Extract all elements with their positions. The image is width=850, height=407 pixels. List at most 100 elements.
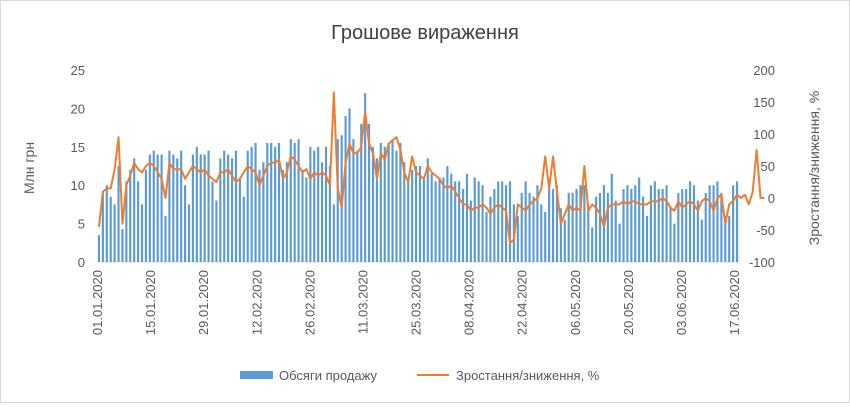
bar — [140, 204, 144, 262]
bar — [215, 200, 218, 262]
bar — [414, 166, 418, 262]
bar — [485, 212, 488, 262]
bar — [712, 185, 715, 262]
bar — [548, 181, 551, 262]
x-tick-label: 01.01.2020 — [90, 270, 105, 335]
left-tick-label: 15 — [71, 140, 85, 155]
bar — [544, 212, 547, 262]
right-tick-label: 200 — [753, 63, 775, 78]
bar — [473, 177, 476, 262]
bar — [184, 185, 187, 262]
bar — [442, 177, 445, 262]
x-tick-label: 11.03.2020 — [355, 270, 370, 334]
right-axis: -100 -50 0 50 100 150 200 — [749, 63, 775, 270]
bar — [144, 169, 148, 262]
bar — [669, 208, 672, 262]
legend-bar-label: Обсяги продажу — [279, 368, 377, 383]
bar — [673, 223, 676, 262]
bar — [321, 162, 324, 262]
bar — [258, 169, 261, 262]
bar — [309, 146, 312, 262]
bar — [195, 146, 198, 262]
left-tick-label: 5 — [78, 217, 85, 232]
bar — [270, 142, 273, 262]
bar — [324, 146, 328, 262]
bar — [587, 204, 590, 262]
bar — [465, 173, 469, 262]
bar — [579, 185, 582, 262]
bar — [622, 189, 625, 262]
bar — [277, 142, 281, 262]
bar — [250, 146, 253, 262]
right-tick-label: -100 — [749, 255, 775, 270]
bar — [422, 177, 425, 262]
bar — [133, 158, 136, 262]
bar — [219, 158, 222, 262]
bar — [211, 181, 214, 262]
bar — [152, 150, 155, 262]
x-tick-label: 17.06.2020 — [727, 270, 742, 335]
bar — [532, 196, 535, 262]
bar — [493, 189, 496, 262]
bar — [180, 150, 183, 262]
bar — [540, 204, 543, 262]
bar — [317, 146, 320, 262]
bar — [246, 150, 249, 262]
bar — [638, 177, 641, 262]
bar — [575, 189, 578, 262]
bar — [418, 166, 422, 262]
bar — [595, 196, 598, 262]
bar — [395, 150, 398, 262]
bar — [430, 173, 433, 262]
left-tick-label: 0 — [78, 255, 85, 270]
bar — [129, 169, 132, 262]
bar — [387, 142, 390, 262]
bar — [634, 185, 637, 262]
bar — [234, 150, 238, 262]
bar — [238, 177, 241, 262]
bar — [367, 123, 371, 262]
bar — [305, 177, 308, 262]
bar — [563, 219, 566, 262]
bar — [520, 192, 523, 262]
bar — [101, 192, 104, 262]
bar — [704, 192, 707, 262]
bar — [716, 181, 719, 262]
bar — [266, 142, 269, 262]
bar — [497, 181, 500, 262]
bar — [645, 215, 649, 262]
bar — [653, 181, 656, 262]
bar — [285, 162, 288, 262]
bar — [732, 185, 735, 262]
bar — [508, 181, 512, 262]
bar — [281, 169, 285, 262]
bar — [383, 146, 386, 262]
bar — [591, 227, 594, 262]
bar — [407, 181, 410, 262]
bar — [379, 142, 382, 262]
bar — [649, 185, 652, 262]
bar — [301, 169, 304, 262]
bar — [199, 154, 202, 262]
bar — [176, 158, 179, 262]
bar — [610, 173, 613, 262]
x-tick-label: 03.06.2020 — [674, 270, 689, 335]
legend-bar-swatch — [240, 371, 273, 379]
bar — [665, 185, 668, 262]
bar — [223, 150, 226, 262]
bar — [293, 142, 296, 262]
left-tick-label: 20 — [71, 101, 85, 116]
bar — [720, 192, 723, 262]
bar — [618, 223, 621, 262]
bar — [454, 181, 457, 262]
x-tick-label: 22.04.2020 — [515, 270, 530, 335]
right-tick-label: 0 — [768, 191, 775, 206]
bar — [681, 189, 684, 262]
right-tick-label: 100 — [753, 127, 775, 142]
bar — [677, 192, 680, 262]
bar — [700, 219, 703, 262]
x-tick-label: 15.01.2020 — [143, 270, 158, 335]
bar — [164, 215, 167, 262]
x-tick-label: 08.04.2020 — [462, 270, 477, 335]
